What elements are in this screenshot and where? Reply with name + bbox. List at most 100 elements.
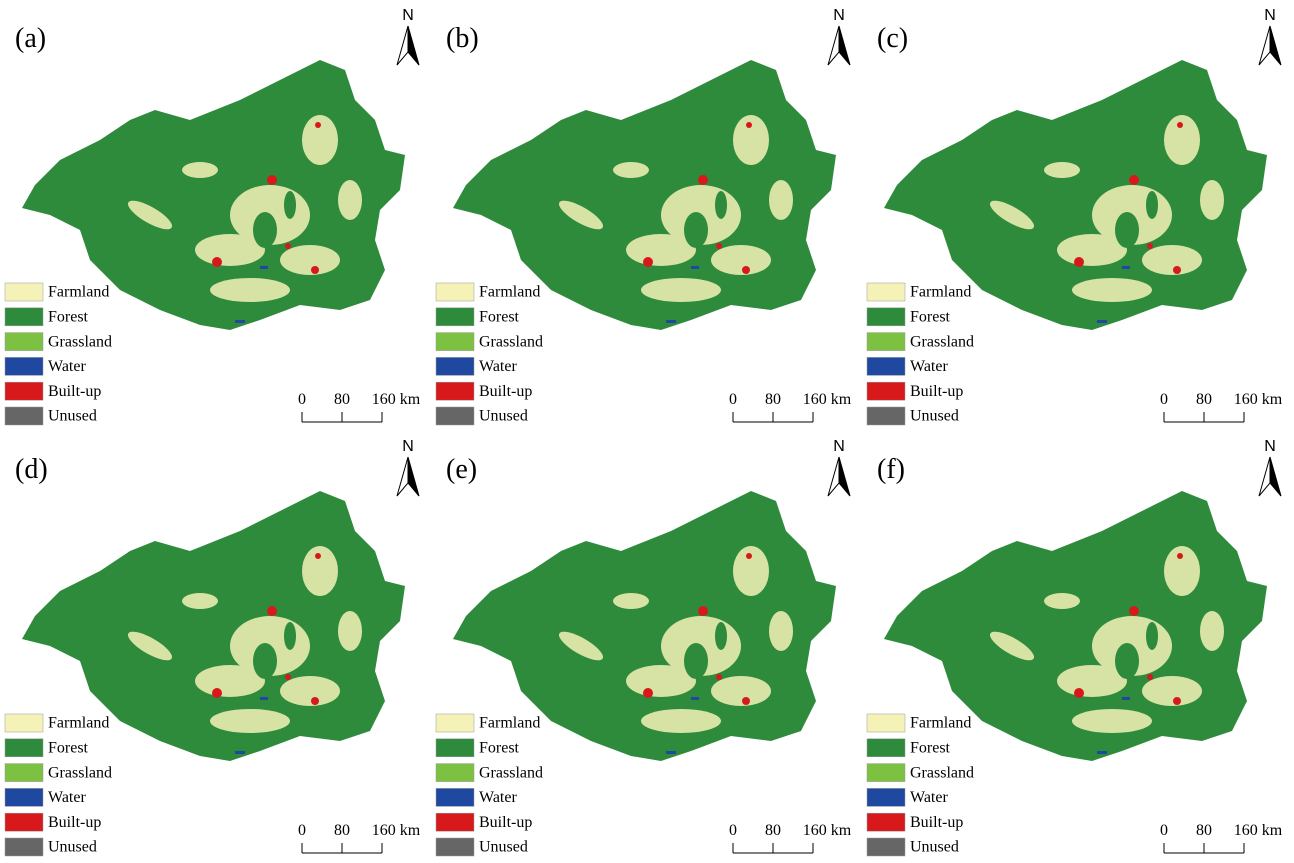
legend-swatch bbox=[435, 788, 475, 807]
scale-label: 80 bbox=[765, 822, 781, 839]
north-arrow bbox=[407, 456, 420, 497]
legend-swatch bbox=[866, 332, 906, 351]
legend-label: Water bbox=[48, 358, 86, 375]
legend-swatch bbox=[4, 406, 44, 426]
north-label: N bbox=[402, 7, 414, 24]
legend-swatch bbox=[4, 357, 44, 376]
legend-swatch bbox=[866, 307, 906, 327]
legend-swatch bbox=[435, 763, 475, 782]
scale-label: 80 bbox=[1196, 391, 1212, 408]
north-arrow bbox=[396, 456, 409, 497]
legend-label: Unused bbox=[910, 839, 959, 856]
panel-label: (d) bbox=[15, 454, 48, 485]
legend-swatch bbox=[435, 381, 475, 401]
legend-label: Farmland bbox=[48, 284, 109, 301]
legend-label: Forest bbox=[910, 308, 951, 325]
legend-label: Forest bbox=[48, 308, 89, 325]
north-arrow bbox=[407, 25, 420, 66]
legend-label: Built-up bbox=[479, 383, 532, 400]
legend-swatch bbox=[4, 837, 44, 857]
legend-swatch bbox=[4, 763, 44, 782]
legend-label: Built-up bbox=[910, 814, 963, 831]
scale-label: 0 bbox=[729, 391, 737, 408]
scale-label: 0 bbox=[298, 391, 306, 408]
scale-label: 160 km bbox=[372, 822, 421, 839]
panel-label: (b) bbox=[446, 23, 479, 54]
north-arrow bbox=[838, 456, 851, 497]
scale-label: 80 bbox=[334, 391, 350, 408]
legend-label: Unused bbox=[479, 839, 528, 856]
scale-label: 0 bbox=[1160, 822, 1168, 839]
legend-swatch bbox=[435, 282, 475, 302]
legend-label: Farmland bbox=[479, 715, 540, 732]
legend-swatch bbox=[866, 406, 906, 426]
scale-label: 160 km bbox=[803, 391, 852, 408]
legend-swatch bbox=[4, 381, 44, 401]
north-label: N bbox=[402, 438, 414, 455]
legend-swatch bbox=[435, 357, 475, 376]
legend-label: Farmland bbox=[48, 715, 109, 732]
scale-label: 160 km bbox=[372, 391, 421, 408]
legend-swatch bbox=[435, 738, 475, 758]
legend-label: Forest bbox=[48, 739, 89, 756]
legend-swatch bbox=[866, 763, 906, 782]
legend-swatch bbox=[866, 738, 906, 758]
legend-label: Farmland bbox=[910, 715, 971, 732]
legend-label: Grassland bbox=[910, 333, 974, 350]
north-arrow bbox=[1258, 25, 1271, 66]
north-arrow bbox=[1269, 456, 1282, 497]
legend-swatch bbox=[4, 713, 44, 733]
scale-label: 80 bbox=[1196, 822, 1212, 839]
map-panel: (d) N Farmland Forest Grassland Water Built-up… bbox=[4, 438, 421, 857]
map-panel: (c) N Farmland Forest Grassland Water Built-up… bbox=[866, 7, 1283, 426]
legend-label: Water bbox=[479, 358, 517, 375]
legend-label: Forest bbox=[479, 308, 520, 325]
legend-label: Unused bbox=[48, 408, 97, 425]
legend-swatch bbox=[866, 788, 906, 807]
panel-label: (f) bbox=[877, 454, 905, 485]
legend-swatch bbox=[435, 837, 475, 857]
legend-swatch bbox=[4, 788, 44, 807]
legend-label: Built-up bbox=[479, 814, 532, 831]
north-arrow bbox=[1269, 25, 1282, 66]
scale-label: 160 km bbox=[1234, 391, 1283, 408]
legend-swatch bbox=[866, 381, 906, 401]
map-panel: (f) N Farmland Forest Grassland Water Built-up… bbox=[866, 438, 1283, 857]
panel-label: (c) bbox=[877, 23, 908, 54]
legend-label: Grassland bbox=[48, 333, 112, 350]
legend-label: Grassland bbox=[479, 333, 543, 350]
legend-label: Grassland bbox=[48, 764, 112, 781]
north-arrow bbox=[396, 25, 409, 66]
legend-swatch bbox=[435, 332, 475, 351]
legend-label: Water bbox=[48, 789, 86, 806]
legend-label: Unused bbox=[479, 408, 528, 425]
legend-swatch bbox=[435, 713, 475, 733]
legend-label: Water bbox=[479, 789, 517, 806]
legend-swatch bbox=[435, 406, 475, 426]
legend-swatch bbox=[866, 837, 906, 857]
map-panel: (e) N Farmland Forest Grassland Water Built-up… bbox=[435, 438, 852, 857]
legend-swatch bbox=[866, 357, 906, 376]
legend-label: Farmland bbox=[479, 284, 540, 301]
legend-swatch bbox=[435, 812, 475, 832]
panel-label: (e) bbox=[446, 454, 477, 485]
scale-label: 80 bbox=[334, 822, 350, 839]
scale-label: 0 bbox=[298, 822, 306, 839]
north-label: N bbox=[833, 7, 845, 24]
north-label: N bbox=[1264, 7, 1276, 24]
legend-swatch bbox=[4, 332, 44, 351]
north-arrow bbox=[838, 25, 851, 66]
legend-swatch bbox=[4, 812, 44, 832]
north-arrow bbox=[827, 25, 840, 66]
legend-swatch bbox=[435, 307, 475, 327]
legend-swatch bbox=[866, 812, 906, 832]
legend-label: Farmland bbox=[910, 284, 971, 301]
legend-label: Forest bbox=[910, 739, 951, 756]
scale-label: 160 km bbox=[1234, 822, 1283, 839]
legend-swatch bbox=[4, 738, 44, 758]
legend-swatch bbox=[866, 282, 906, 302]
legend-label: Built-up bbox=[48, 383, 101, 400]
legend-label: Grassland bbox=[910, 764, 974, 781]
map-panel: (b) N Farmland Forest Grassland Water Built-up… bbox=[435, 7, 852, 426]
